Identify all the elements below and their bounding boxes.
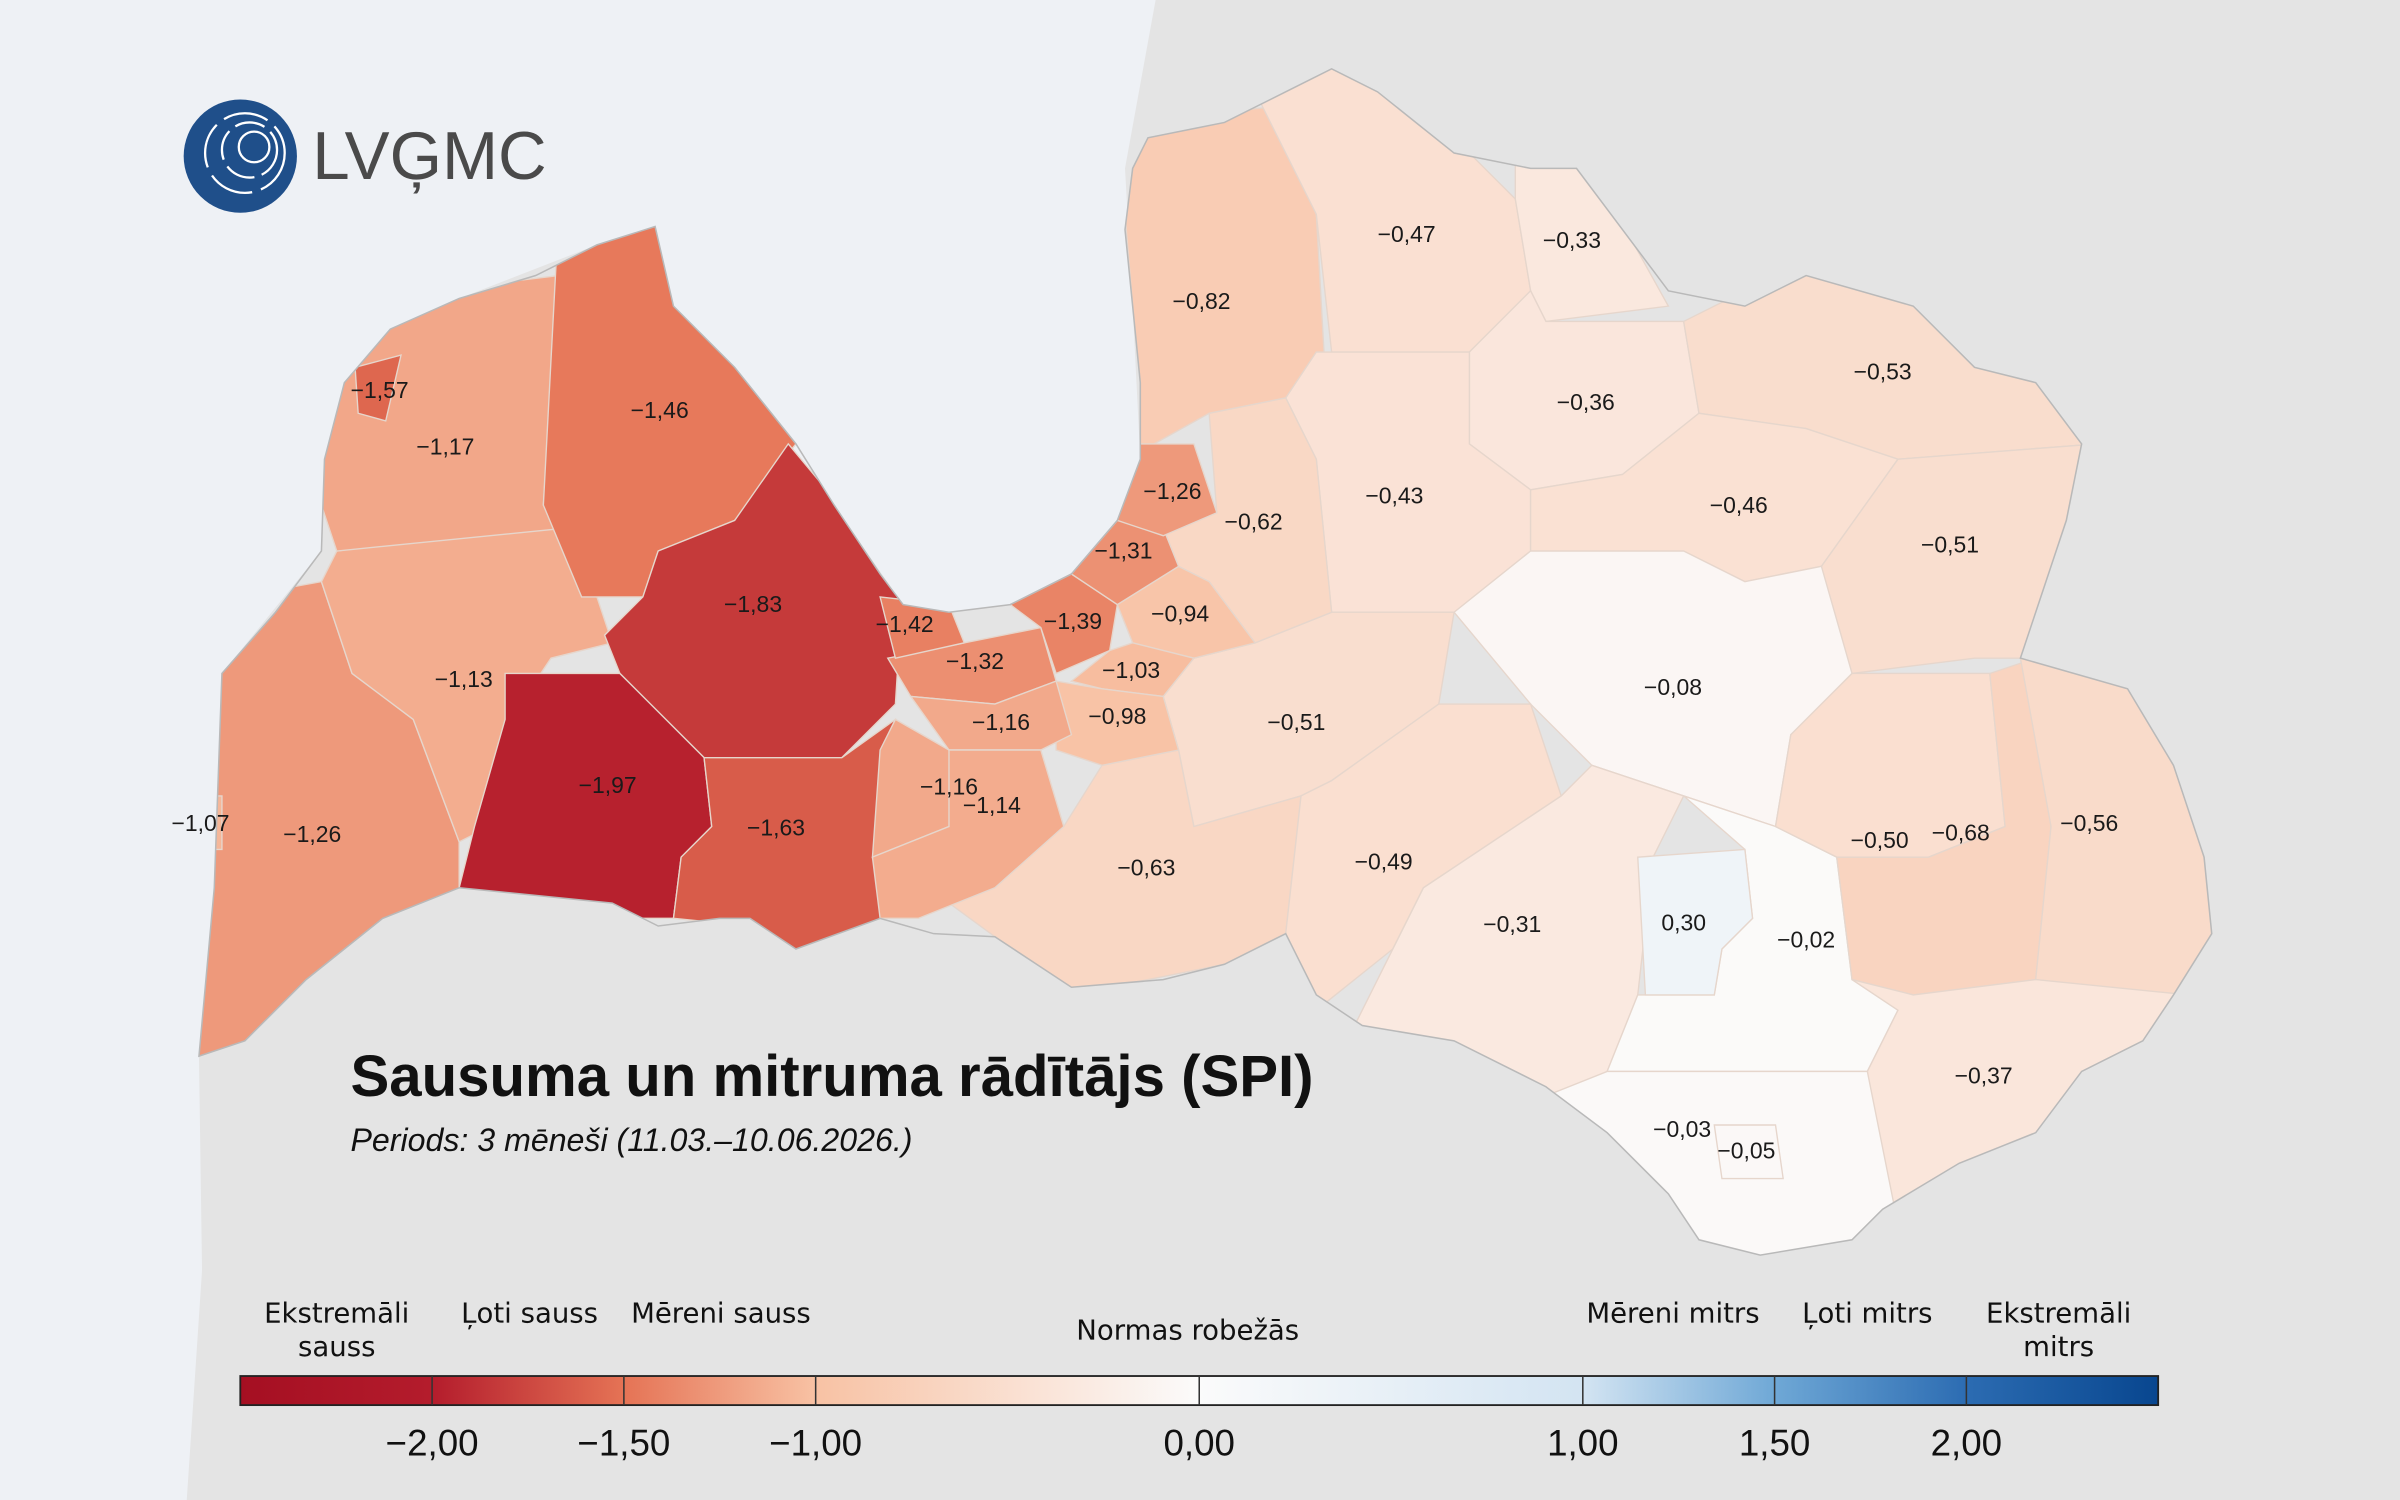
region-label: −0,46 — [1710, 492, 1768, 518]
region-label: −1,26 — [283, 821, 341, 847]
region-label: −0,50 — [1851, 827, 1909, 853]
legend-category: Mēreni mitrs — [1586, 1297, 1760, 1331]
region-label: −1,17 — [416, 434, 474, 460]
region-label: −1,63 — [747, 815, 805, 841]
region-label: −1,16 — [972, 709, 1030, 735]
region-label: −1,97 — [579, 772, 637, 798]
region-label: −0,31 — [1483, 911, 1541, 937]
legend-category-label: Ļoti mitrs — [1802, 1297, 1933, 1331]
region-label: 0,30 — [1661, 910, 1706, 936]
region — [1713, 1124, 1784, 1180]
logo-text: LVĢMC — [312, 119, 546, 194]
region — [603, 442, 904, 759]
legend-category: Ekstremāli sauss — [264, 1297, 410, 1364]
map-title: Sausuma un mitruma rādītājs (SPI) — [351, 1044, 1314, 1109]
legend-category-label: Normas robežās — [1076, 1314, 1300, 1347]
region-label: −0,08 — [1644, 674, 1702, 700]
region-label: −0,63 — [1117, 855, 1175, 881]
region — [871, 749, 1065, 920]
legend-category: Normas robežās — [1076, 1314, 1300, 1347]
legend-category: Mēreni sauss — [631, 1297, 811, 1331]
region-label: −0,43 — [1365, 483, 1423, 509]
legend-category: Ekstremāli mitrs — [1986, 1297, 2132, 1364]
region-label: −0,51 — [1921, 532, 1979, 558]
logo-ring — [237, 130, 271, 164]
region-label: −0,47 — [1378, 221, 1436, 247]
region-label: −0,62 — [1225, 509, 1283, 535]
region-label: −0,02 — [1777, 926, 1835, 952]
region-label: −0,68 — [1932, 819, 1990, 845]
region-label: −1,39 — [1044, 608, 1102, 634]
region-label: −0,53 — [1854, 359, 1912, 385]
legend-category-label: Mēreni sauss — [631, 1297, 811, 1331]
region-label: −1,42 — [876, 611, 934, 637]
region-label: −1,13 — [435, 666, 493, 692]
region-label: −1,14 — [963, 792, 1021, 818]
region-label: −0,36 — [1557, 389, 1615, 415]
region-label: −0,51 — [1267, 709, 1325, 735]
legend-category-label: Ekstremāli sauss — [264, 1297, 410, 1364]
region — [1055, 680, 1180, 767]
legend-category-label: Ekstremāli mitrs — [1986, 1297, 2132, 1364]
region-label: −1,31 — [1094, 538, 1152, 564]
region-label: −0,94 — [1151, 600, 1209, 626]
region-label: −0,98 — [1088, 703, 1146, 729]
region-label: −0,03 — [1653, 1116, 1711, 1142]
colorbar-tick-label: 0,00 — [1164, 1423, 1235, 1464]
region-label: −1,46 — [631, 397, 689, 423]
legend-category-label: Ļoti sauss — [461, 1297, 599, 1331]
region — [1637, 848, 1754, 996]
colorbar-tick-label: 2,00 — [1931, 1423, 2002, 1464]
region-label: −1,83 — [724, 591, 782, 617]
region — [354, 354, 402, 422]
colorbar-tick-label: −1,50 — [577, 1423, 670, 1464]
colorbar-tick-label: 1,50 — [1739, 1423, 1810, 1464]
region-label: −1,32 — [946, 648, 1004, 674]
sea — [0, 0, 1156, 1500]
region-label: −1,16 — [920, 773, 978, 799]
region-label: −0,82 — [1173, 288, 1231, 314]
colorbar-tick-label: −2,00 — [386, 1423, 479, 1464]
region-label: −0,33 — [1543, 227, 1601, 253]
region-label: −1,26 — [1143, 478, 1201, 504]
colorbar-tick-label: −1,00 — [769, 1423, 862, 1464]
region-label: −1,57 — [351, 377, 409, 403]
region-label: −0,49 — [1355, 848, 1413, 874]
legend: −2,00 −1,50 −1,00 0,00 1,00 1,50 2,00 Ekstremāl… — [239, 1297, 2160, 1464]
logo-mark — [183, 99, 297, 213]
logo-ring — [203, 112, 286, 195]
legend-category-label: Mēreni mitrs — [1586, 1297, 1760, 1331]
region-label: −0,05 — [1717, 1138, 1775, 1164]
colorbar-tick-label: 1,00 — [1547, 1423, 1618, 1464]
region-label: −1,07 — [171, 810, 229, 836]
region-label: −0,37 — [1955, 1063, 2013, 1089]
map-subtitle: Periods: 3 mēneši (11.03.–10.06.2026.) — [351, 1122, 913, 1158]
region-label: −1,03 — [1102, 657, 1160, 683]
region-labels: −1,26 −1,13 −1,17 −1,46 −1,83 −1,97 −1,63 −0,82… — [171, 221, 2118, 1164]
legend-category: Ļoti mitrs — [1802, 1297, 1933, 1331]
region-label: −0,56 — [2060, 810, 2118, 836]
legend-category: Ļoti sauss — [461, 1297, 599, 1331]
logo: LVĢMC — [183, 99, 547, 213]
logo-ring — [220, 121, 279, 179]
